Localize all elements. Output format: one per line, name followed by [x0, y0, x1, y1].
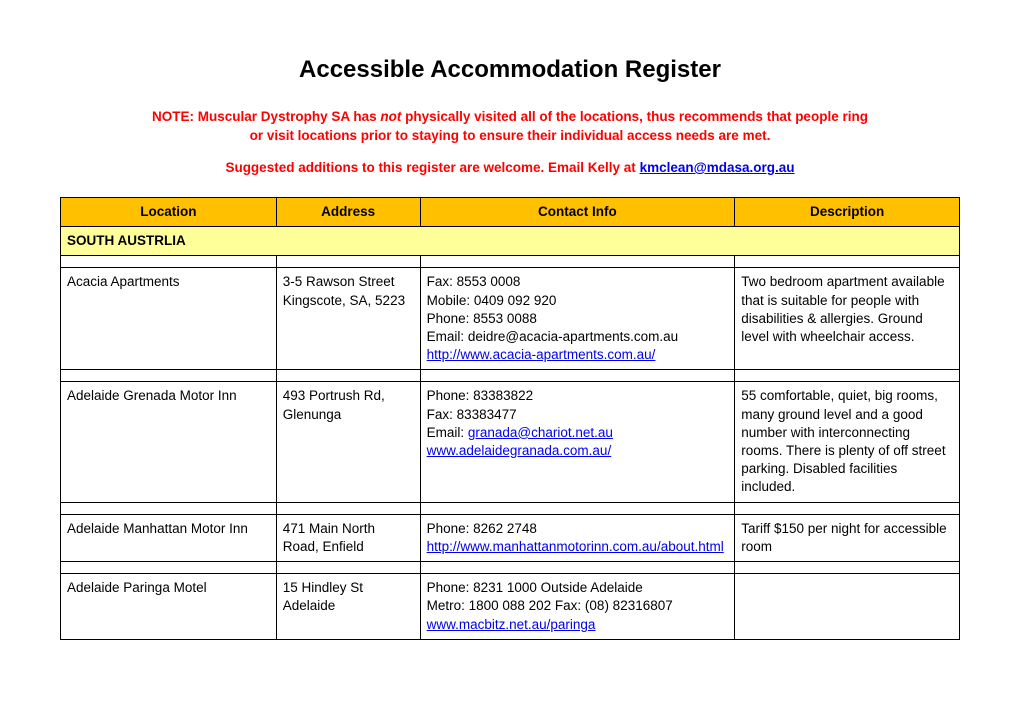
contact-line: Phone: 8262 2748	[427, 520, 729, 538]
cell-address: 493 Portrush Rd, Glenunga	[276, 382, 420, 502]
accommodation-table: Location Address Contact Info Descriptio…	[60, 197, 960, 640]
cell-contact: Phone: 83383822 Fax: 83383477 Email: gra…	[420, 382, 735, 502]
table-row: Adelaide Manhattan Motor Inn 471 Main No…	[61, 514, 960, 561]
contact-line: Fax: 8553 0008	[427, 273, 729, 291]
cell-description	[735, 574, 960, 640]
contact-line: Phone: 8231 1000 Outside Adelaide	[427, 579, 729, 597]
contact-link[interactable]: http://www.manhattanmotorinn.com.au/abou…	[427, 539, 724, 554]
suggest-email-link[interactable]: kmclean@mdasa.org.au	[640, 160, 795, 175]
contact-line: Mobile: 0409 092 920	[427, 292, 729, 310]
col-header-contact: Contact Info	[420, 197, 735, 226]
cell-location: Acacia Apartments	[61, 268, 277, 370]
spacer-row	[61, 562, 960, 574]
note-text-1b: physically visited all of the locations,…	[401, 109, 868, 124]
table-row: Adelaide Paringa Motel 15 Hindley St Ade…	[61, 574, 960, 640]
col-header-description: Description	[735, 197, 960, 226]
cell-location: Adelaide Grenada Motor Inn	[61, 382, 277, 502]
contact-line: Fax: 83383477	[427, 406, 729, 424]
cell-description: 55 comfortable, quiet, big rooms, many g…	[735, 382, 960, 502]
cell-address: 3-5 Rawson Street Kingscote, SA, 5223	[276, 268, 420, 370]
note-text-2: or visit locations prior to staying to e…	[250, 128, 771, 143]
spacer-row	[61, 370, 960, 382]
contact-line: Email: granada@chariot.net.au	[427, 424, 729, 442]
note-text-1: NOTE: Muscular Dystrophy SA has	[152, 109, 380, 124]
contact-line: Phone: 8553 0088	[427, 310, 729, 328]
cell-location: Adelaide Paringa Motel	[61, 574, 277, 640]
spacer-row	[61, 502, 960, 514]
contact-line: Phone: 83383822	[427, 387, 729, 405]
cell-address: 15 Hindley St Adelaide	[276, 574, 420, 640]
cell-description: Tariff $150 per night for accessible roo…	[735, 514, 960, 561]
suggest-prefix: Suggested additions to this register are…	[225, 160, 639, 175]
cell-location: Adelaide Manhattan Motor Inn	[61, 514, 277, 561]
col-header-address: Address	[276, 197, 420, 226]
cell-description: Two bedroom apartment available that is …	[735, 268, 960, 370]
contact-link[interactable]: http://www.acacia-apartments.com.au/	[427, 347, 656, 362]
region-label: SOUTH AUSTRLIA	[61, 227, 960, 256]
spacer-row	[61, 256, 960, 268]
cell-contact: Phone: 8231 1000 Outside Adelaide Metro:…	[420, 574, 735, 640]
contact-line: Metro: 1800 088 202 Fax: (08) 82316807	[427, 597, 729, 615]
table-row: Adelaide Grenada Motor Inn 493 Portrush …	[61, 382, 960, 502]
page-title: Accessible Accommodation Register	[60, 56, 960, 84]
col-header-location: Location	[61, 197, 277, 226]
contact-link[interactable]: www.adelaidegranada.com.au/	[427, 443, 612, 458]
contact-line: Email: deidre@acacia-apartments.com.au	[427, 328, 729, 346]
suggest-line: Suggested additions to this register are…	[60, 160, 960, 175]
note-not: not	[380, 109, 401, 124]
table-row: Acacia Apartments 3-5 Rawson Street King…	[61, 268, 960, 370]
contact-link[interactable]: www.macbitz.net.au/paringa	[427, 617, 596, 632]
cell-address: 471 Main North Road, Enfield	[276, 514, 420, 561]
region-row: SOUTH AUSTRLIA	[61, 227, 960, 256]
contact-email-link[interactable]: granada@chariot.net.au	[468, 425, 613, 440]
cell-contact: Fax: 8553 0008 Mobile: 0409 092 920 Phon…	[420, 268, 735, 370]
table-header-row: Location Address Contact Info Descriptio…	[61, 197, 960, 226]
disclaimer-note: NOTE: Muscular Dystrophy SA has not phys…	[60, 108, 960, 146]
cell-contact: Phone: 8262 2748 http://www.manhattanmot…	[420, 514, 735, 561]
